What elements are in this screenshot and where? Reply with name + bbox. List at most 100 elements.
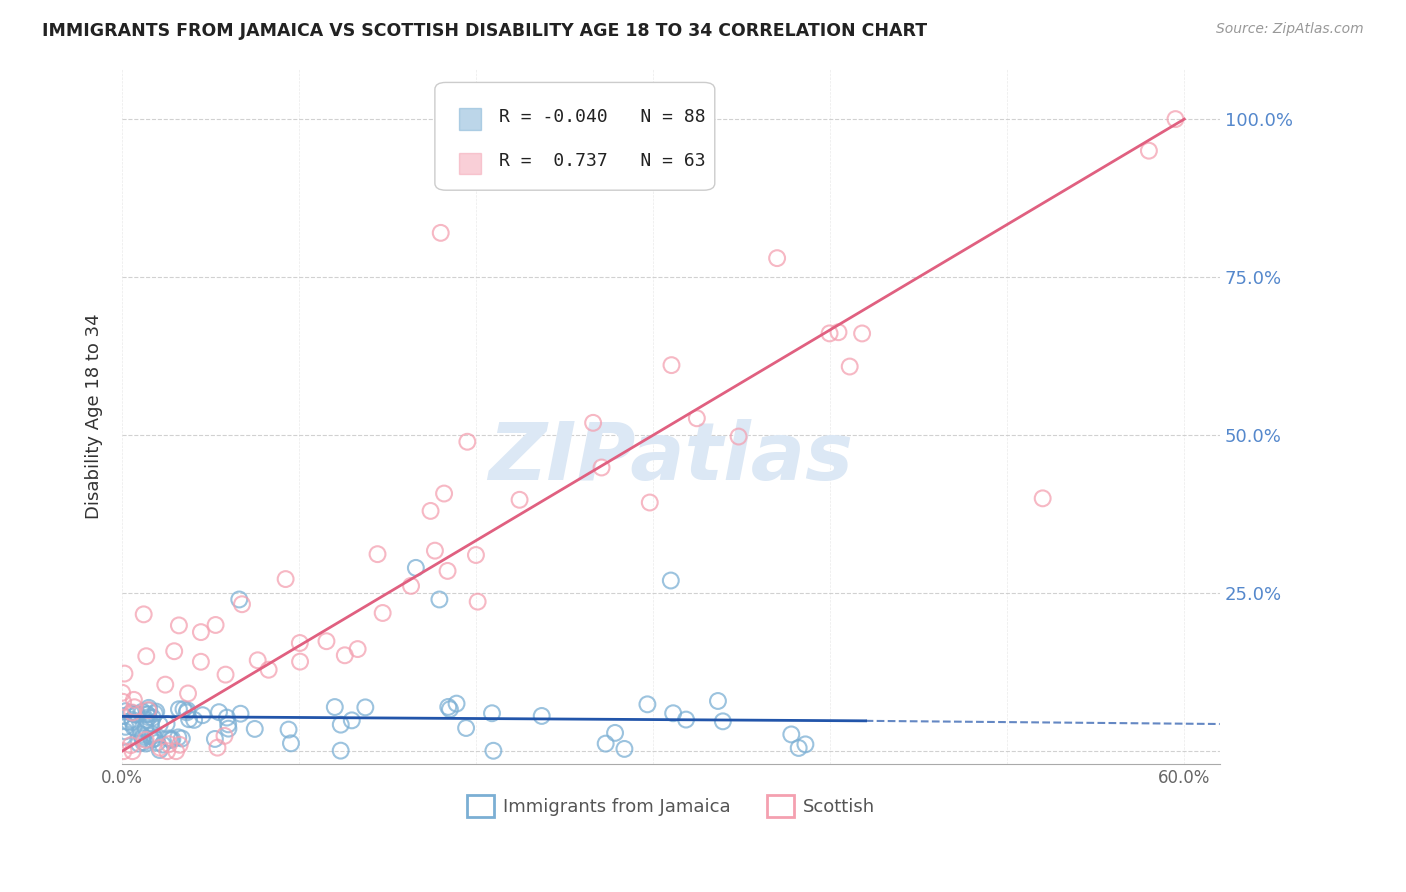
Point [214,667,236,681]
Point [132,735,155,749]
Point [229,706,252,721]
Point [143,731,166,746]
Point [131,731,153,746]
Point [481,706,503,721]
Point [121,744,143,758]
Point [280,736,302,750]
Point [163,644,186,658]
Point [436,564,458,578]
Point [1137,144,1160,158]
Point [167,618,190,632]
Point [246,653,269,667]
Point [139,716,162,731]
Point [190,625,212,640]
Point [135,721,157,735]
Point [165,744,187,758]
Point [142,727,165,741]
Point [143,706,166,721]
Point [591,460,613,475]
Point [437,700,460,714]
Point [177,686,200,700]
Point [707,694,730,708]
Point [482,744,505,758]
Point [467,595,489,609]
Point [429,226,451,240]
Point [727,429,749,443]
Point [145,705,167,719]
Point [135,649,157,664]
Point [794,738,817,752]
Point [155,678,177,692]
Point [121,706,143,720]
Point [603,726,626,740]
Point [661,358,683,372]
Point [138,701,160,715]
Point [159,731,181,746]
Point [405,561,427,575]
Point [780,727,803,741]
Point [114,666,136,681]
Point [686,411,709,425]
Point [162,732,184,747]
Legend: Immigrants from Jamaica, Scottish: Immigrants from Jamaica, Scottish [460,788,882,824]
Point [215,710,238,724]
Point [208,705,231,719]
Point [120,738,142,752]
Point [787,741,810,756]
Point [659,574,682,588]
Point [446,697,468,711]
Point [423,543,446,558]
Point [277,723,299,737]
Point [111,686,134,700]
Point [204,618,226,632]
Point [135,737,157,751]
Point [160,733,183,747]
Text: Source: ZipAtlas.com: Source: ZipAtlas.com [1216,22,1364,37]
Point [851,326,873,341]
Point [530,709,553,723]
Point [231,597,253,611]
Point [399,579,422,593]
Point [509,492,531,507]
Text: R =  0.737   N = 63: R = 0.737 N = 63 [499,152,706,170]
Point [125,707,148,722]
Point [167,702,190,716]
Point [371,606,394,620]
Point [114,724,136,739]
Point [595,737,617,751]
Point [112,695,135,709]
Point [128,737,150,751]
Point [112,709,135,723]
Point [228,592,250,607]
Point [1032,491,1054,506]
Point [135,732,157,747]
Point [638,495,661,509]
Point [204,731,226,746]
Point [176,703,198,717]
Point [131,705,153,719]
Point [827,325,849,339]
Point [136,703,159,717]
Point [152,738,174,752]
Point [323,700,346,714]
Point [124,700,146,714]
Point [207,740,229,755]
Point [131,727,153,741]
Point [340,714,363,728]
Point [142,711,165,725]
Point [243,722,266,736]
Point [127,706,149,721]
Point [190,655,212,669]
Point [114,720,136,734]
Point [146,736,169,750]
Point [675,713,697,727]
Point [429,592,451,607]
Point [149,717,172,731]
Point [346,642,368,657]
Point [613,742,636,756]
Point [121,715,143,730]
Point [1164,112,1187,127]
Point [582,416,605,430]
Text: ZIPatlas: ZIPatlas [488,419,853,497]
Bar [458,153,481,174]
